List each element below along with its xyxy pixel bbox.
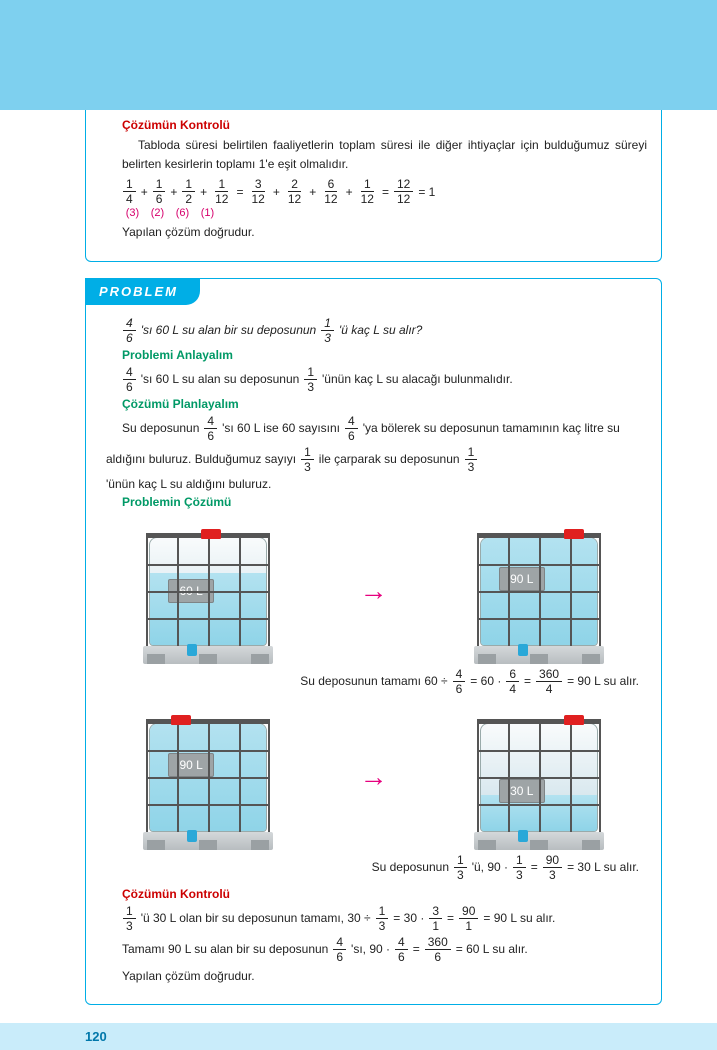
check-line1: Tabloda süresi belirtilen faaliyetlerin … [122, 136, 647, 174]
page-number: 120 [0, 1023, 717, 1050]
tank-90l-b: 90 L [143, 705, 273, 850]
heading-check: Çözümün Kontrolü [122, 118, 647, 132]
check2-line1: 13 'ü 30 L olan bir su deposunun tamamı,… [122, 905, 647, 932]
tank-30l: 30 L [474, 705, 604, 850]
heading-understand: Problemi Anlayalım [122, 348, 647, 362]
heading-plan: Çözümü Planlayalım [122, 397, 647, 411]
problem-box: PROBLEM 46 'sı 60 L su alan bir su depos… [85, 278, 662, 1005]
tanks-row-2: 90 L → 30 L [100, 705, 647, 850]
problem-tab: PROBLEM [85, 278, 200, 305]
arrow-icon: → [359, 761, 387, 793]
eq-result: = 1 [418, 185, 435, 199]
check-box: Çözümün Kontrolü Tabloda süresi belirtil… [85, 110, 662, 262]
top-banner [0, 0, 717, 110]
understand-line: 46 'sı 60 L su alan su deposunun 13 'ünü… [122, 366, 647, 393]
tank-90l: 90 L [474, 519, 604, 664]
heading-check2: Çözümün Kontrolü [122, 887, 647, 901]
solve-eq2: Su deposunun 13 'ü, 90 · 13 = 903 = 30 L… [100, 854, 639, 881]
tank-60l: 60 L [143, 519, 273, 664]
heading-solve: Problemin Çözümü [122, 495, 647, 509]
check-line2: Yapılan çözüm doğrudur. [122, 223, 647, 242]
check2-line3: Yapılan çözüm doğrudur. [122, 967, 647, 986]
check-equation: 14+ 16+ 12+ 112= 312+ 212+ 612+ 112= 121… [122, 178, 647, 205]
page-content: Çözümün Kontrolü Tabloda süresi belirtil… [0, 110, 717, 1015]
check2-line2: Tamamı 90 L su alan bir su deposunun 46 … [122, 936, 647, 963]
plan-line1: Su deposunun 46 'sı 60 L ise 60 sayısını… [122, 415, 647, 442]
arrow-icon: → [359, 575, 387, 607]
problem-question: 46 'sı 60 L su alan bir su deposunun 13 … [122, 317, 647, 344]
plan-line2: aldığını buluruz. Bulduğumuz sayıyı 13 i… [106, 446, 647, 491]
solve-eq1: Su deposunun tamamı 60 ÷ 46 = 60 · 64 = … [100, 668, 639, 695]
lcm-subs: (3) (2) (6) (1) [122, 207, 647, 219]
tanks-row-1: 60 L → 90 L [100, 519, 647, 664]
